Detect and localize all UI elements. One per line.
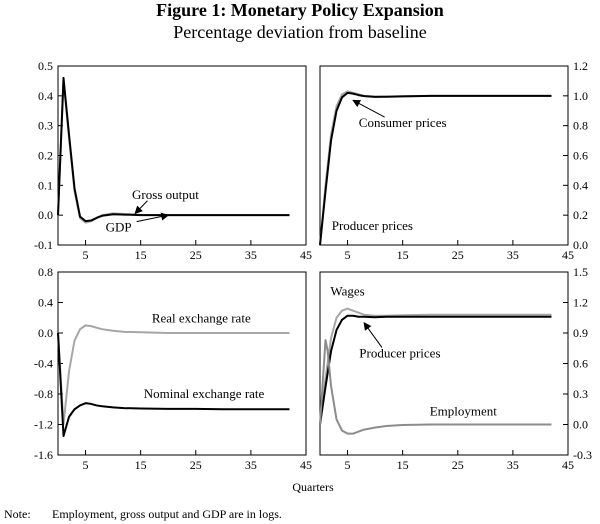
series-line-1 — [319, 91, 552, 246]
x-tick-label: 15 — [397, 248, 409, 262]
series-annotation: Producer prices — [359, 345, 440, 360]
y-tick-label: 0.0 — [38, 208, 53, 222]
y-tick-label: 1.2 — [573, 59, 588, 73]
annotation-arrow — [352, 99, 385, 118]
chart-panel-bottom-right: -0.3 0.0 0.3 0.6 0.9 1.2 1.5 5 15 25 35 45 Wages Prod… — [319, 265, 592, 472]
series-annotation: Real exchange rate — [152, 310, 251, 325]
y-tick-label: -0.4 — [34, 357, 53, 371]
y-tick-label: 0.0 — [38, 326, 53, 340]
y-tick-label: 0.0 — [573, 418, 588, 432]
y-tick-label: 0.4 — [38, 89, 53, 103]
x-tick-label: 15 — [135, 248, 147, 262]
y-tick-label: 0.3 — [38, 119, 53, 133]
x-tick-label: 15 — [397, 458, 409, 472]
note: Note: Employment, gross output and GDP ar… — [4, 507, 282, 522]
x-tick-label: 5 — [83, 248, 89, 262]
y-tick-label: -1.6 — [34, 448, 53, 462]
note-label: Note: — [4, 507, 31, 521]
y-tick-label: 0.4 — [573, 178, 588, 192]
y-tick-label: 0.6 — [573, 357, 588, 371]
y-tick-label: 0.2 — [573, 208, 588, 222]
series-annotation: Consumer prices — [359, 115, 447, 130]
series-annotation: Wages — [330, 283, 364, 298]
x-tick-label: 45 — [562, 458, 574, 472]
x-tick-label: 5 — [345, 248, 351, 262]
x-tick-label: 35 — [245, 248, 257, 262]
annotation-arrow — [134, 200, 148, 215]
x-tick-label: 25 — [190, 248, 202, 262]
y-tick-label: -0.1 — [34, 238, 53, 252]
x-axis-label: Quarters — [292, 480, 334, 494]
y-tick-label: 0.0 — [573, 238, 588, 252]
figure-title: Figure 1: Monetary Policy Expansion — [156, 0, 444, 20]
y-tick-label: 0.5 — [38, 59, 53, 73]
chart-panel-top-right: 0.0 0.2 0.4 0.6 0.8 1.0 1.2 5 15 25 35 45 Consumer p… — [319, 59, 588, 262]
series-annotation: Producer prices — [332, 218, 413, 233]
y-tick-label: 0.4 — [38, 296, 53, 310]
y-tick-label: 0.3 — [573, 387, 588, 401]
series-line-1 — [319, 314, 552, 425]
x-tick-label: 35 — [507, 458, 519, 472]
y-tick-label: 0.1 — [38, 178, 53, 192]
chart-panel-bottom-left: -1.6 -1.2 -0.8 -0.4 0.0 0.4 0.8 5 15 25 35 45 Real e… — [34, 265, 312, 472]
x-tick-label: 25 — [452, 458, 464, 472]
x-tick-label: 15 — [135, 458, 147, 472]
y-tick-label: 0.8 — [38, 265, 53, 279]
x-tick-label: 35 — [245, 458, 257, 472]
x-tick-label: 5 — [345, 458, 351, 472]
x-tick-label: 45 — [300, 458, 312, 472]
series-line-1 — [57, 76, 290, 223]
y-tick-label: 1.5 — [573, 265, 588, 279]
annotation-arrow — [136, 212, 170, 223]
x-tick-label: 25 — [452, 248, 464, 262]
y-tick-label: 1.0 — [573, 89, 588, 103]
x-tick-label: 35 — [507, 248, 519, 262]
note-text: Employment, gross output and GDP are in … — [52, 507, 282, 521]
y-tick-label: 0.9 — [573, 326, 588, 340]
plot-frame — [319, 271, 569, 456]
annotation-arrow — [363, 322, 383, 348]
y-tick-label: -0.8 — [34, 387, 53, 401]
y-tick-label: -1.2 — [34, 418, 53, 432]
x-tick-label: 5 — [83, 458, 89, 472]
y-tick-label: 1.2 — [573, 296, 588, 310]
plot-frame — [57, 271, 307, 456]
series-line-0 — [319, 307, 552, 425]
x-tick-label: 45 — [562, 248, 574, 262]
figure-subtitle: Percentage deviation from baseline — [173, 22, 427, 42]
series-annotation: Employment — [430, 403, 498, 418]
series-line-0 — [57, 324, 290, 426]
series-line-2 — [319, 339, 552, 435]
y-tick-label: -0.3 — [573, 448, 592, 462]
series-annotation: Gross output — [132, 187, 199, 202]
y-tick-label: 0.8 — [573, 119, 588, 133]
y-tick-label: 0.2 — [38, 149, 53, 163]
chart-panel-top-left: -0.1 0.0 0.1 0.2 0.3 0.4 0.5 5 15 25 35 45 Gross out… — [34, 59, 312, 262]
x-tick-label: 45 — [300, 248, 312, 262]
series-annotation: Nominal exchange rate — [144, 386, 265, 401]
x-tick-label: 25 — [190, 458, 202, 472]
series-annotation: GDP — [106, 220, 132, 235]
y-tick-label: 0.6 — [573, 149, 588, 163]
series-line-1 — [57, 332, 290, 437]
